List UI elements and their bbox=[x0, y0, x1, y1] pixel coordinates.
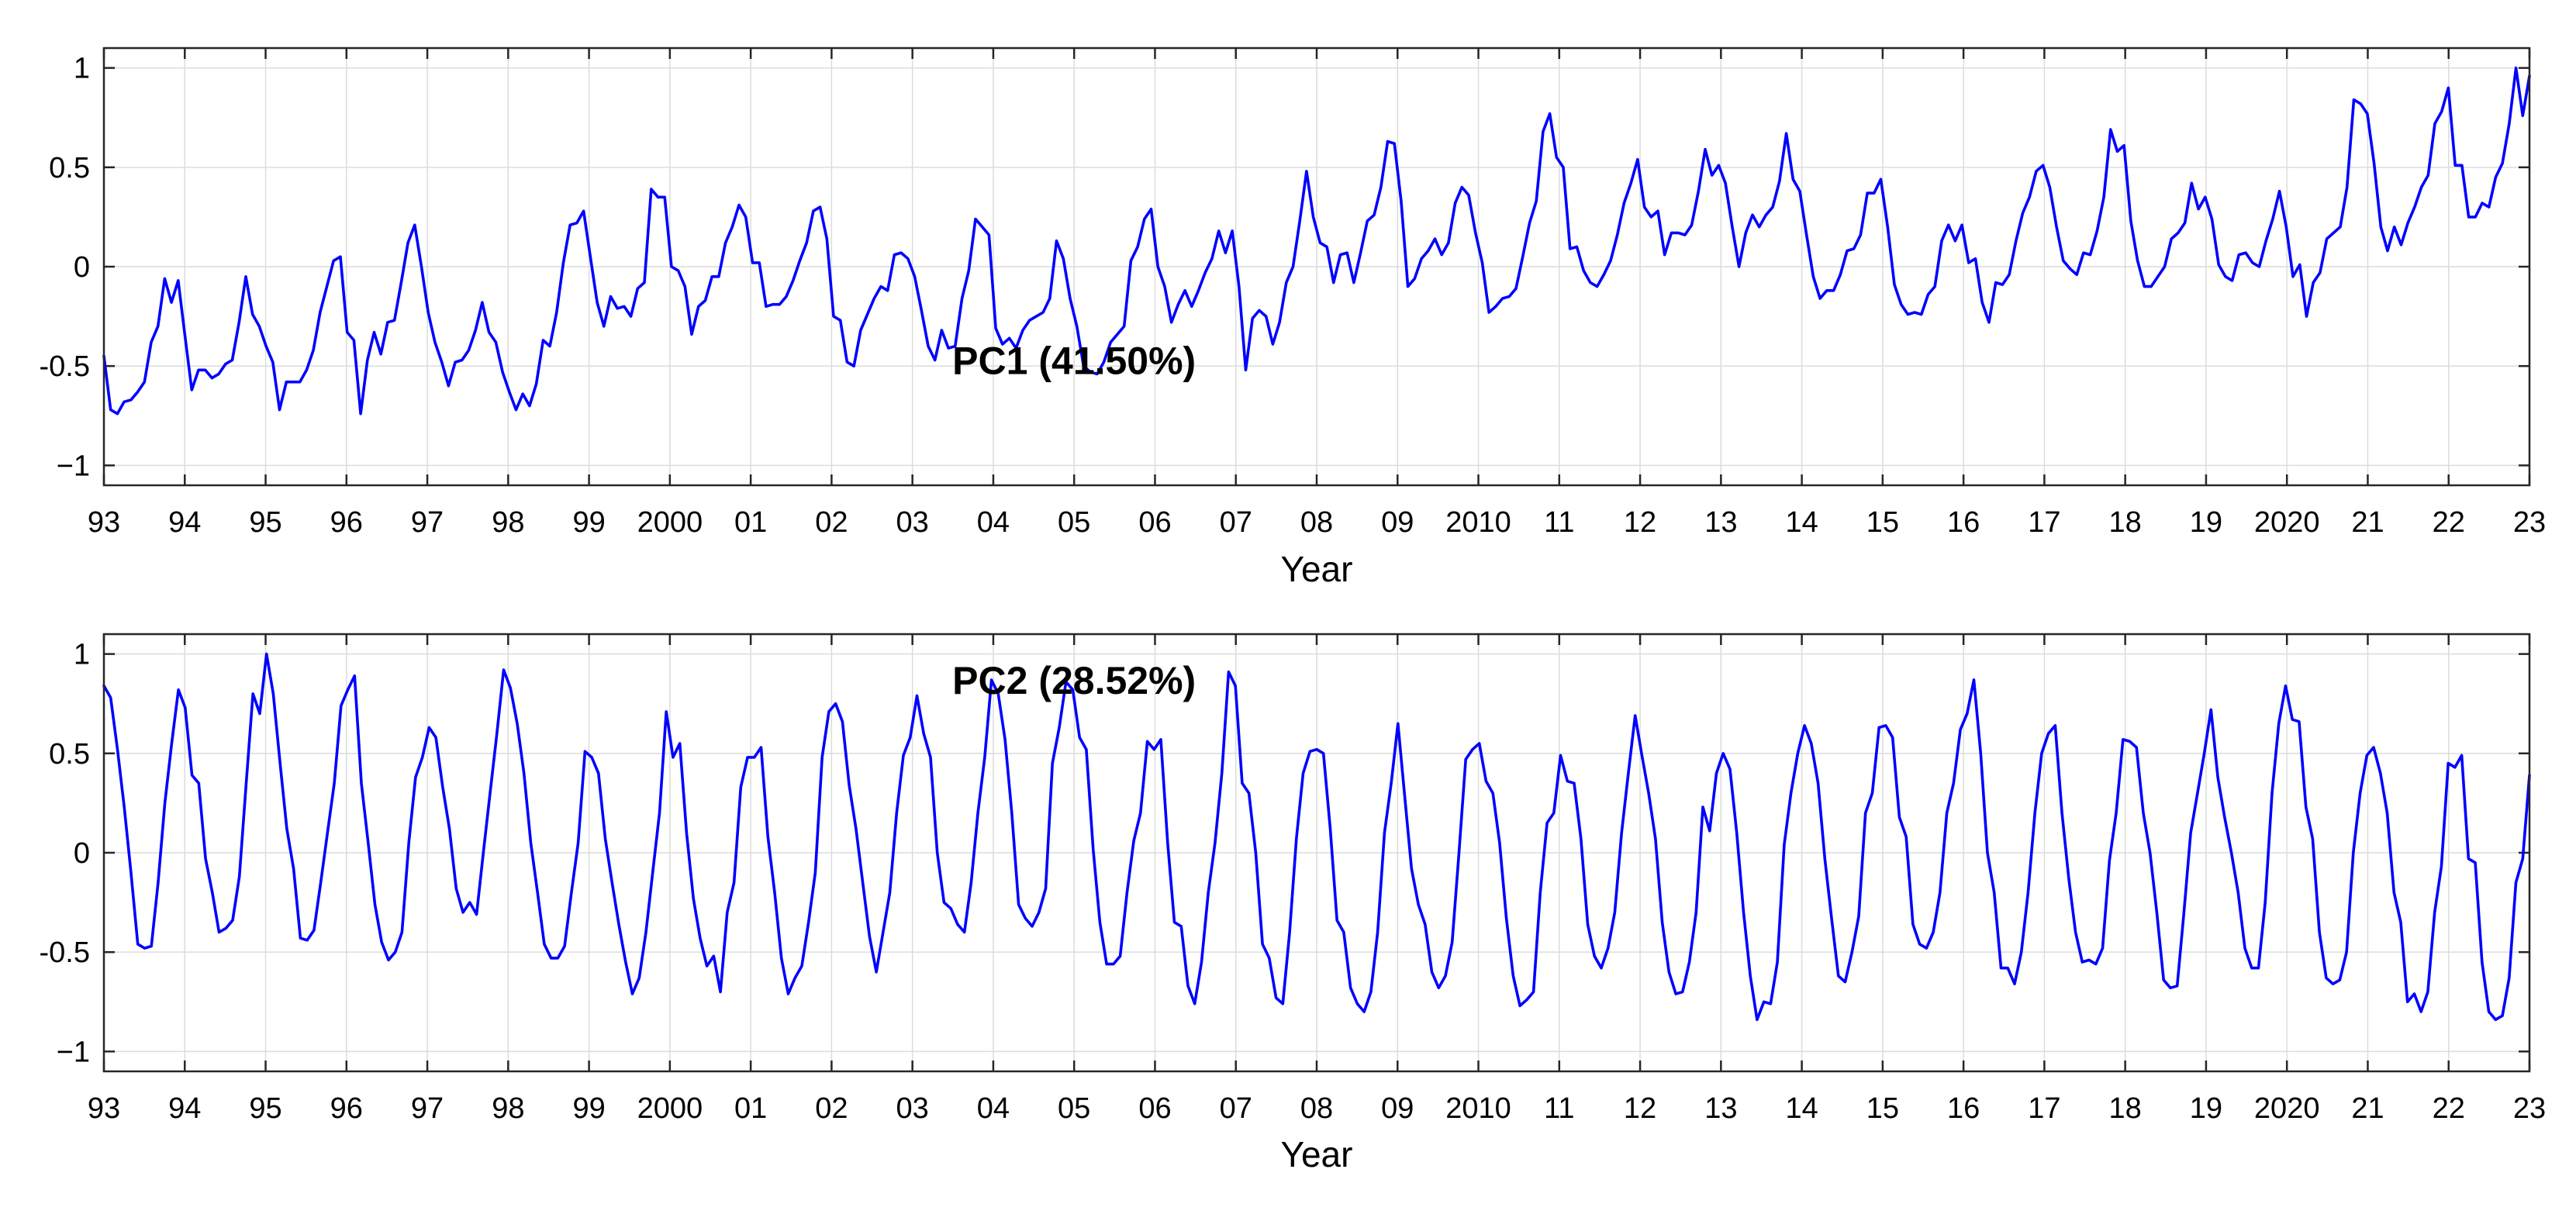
pc1-x-tick-label: 97 bbox=[411, 506, 444, 539]
pc1-x-tick-label: 96 bbox=[330, 506, 363, 539]
pc1-x-tick-label: 11 bbox=[1544, 506, 1574, 539]
pc1-x-tick-label: 19 bbox=[2190, 506, 2222, 539]
pc1-x-tick-label: 21 bbox=[2351, 506, 2384, 539]
pc2-annotation: PC2 (28.52%) bbox=[952, 659, 1196, 702]
pc2-x-tick-label: 93 bbox=[88, 1092, 120, 1125]
pc1-x-tick-label: 04 bbox=[977, 506, 1010, 539]
pc2-y-tick-label: 0 bbox=[74, 837, 90, 870]
pc2-x-tick-label: 15 bbox=[1866, 1092, 1899, 1125]
pc2-x-tick-label: 98 bbox=[492, 1092, 524, 1125]
pc2-x-axis-label: Year bbox=[1281, 1134, 1353, 1174]
pc2-series-layer bbox=[102, 652, 2531, 1022]
pc1-x-tick-label: 06 bbox=[1138, 506, 1171, 539]
pc2-y-tick-label: −1 bbox=[57, 1036, 90, 1068]
pc2-x-tick-label: 12 bbox=[1624, 1092, 1656, 1125]
pc2-x-tick-label: 96 bbox=[330, 1092, 363, 1125]
pc1-x-tick-label: 05 bbox=[1058, 506, 1090, 539]
pc2-x-tick-label: 97 bbox=[411, 1092, 444, 1125]
pc1-x-tick-label: 22 bbox=[2433, 506, 2465, 539]
pc2-series-line bbox=[102, 652, 2531, 1022]
pc1-x-tick-label: 08 bbox=[1300, 506, 1333, 539]
pc2-x-tick-label: 2010 bbox=[1445, 1092, 1511, 1125]
pc1-x-tick-label: 09 bbox=[1381, 506, 1414, 539]
pc2-y-tick-label: -0.5 bbox=[40, 936, 90, 969]
pc2-y-tick-label: 0.5 bbox=[49, 738, 90, 771]
pc2-x-tick-label: 14 bbox=[1785, 1092, 1818, 1125]
pc2-x-tick-label: 19 bbox=[2190, 1092, 2222, 1125]
pc1-y-tick-label: -0.5 bbox=[40, 350, 90, 383]
pc2-x-tick-label: 95 bbox=[249, 1092, 281, 1125]
pc2-x-tick-label: 13 bbox=[1704, 1092, 1737, 1125]
pc2-x-tick-label: 08 bbox=[1300, 1092, 1333, 1125]
pc2-x-tick-label: 03 bbox=[896, 1092, 929, 1125]
pc1-x-tick-label: 14 bbox=[1785, 506, 1818, 539]
pc2-x-tick-label: 18 bbox=[2109, 1092, 2142, 1125]
pc1-y-tick-label: 0 bbox=[74, 251, 90, 284]
pc2-axes-box bbox=[102, 633, 2531, 1073]
pc1-annotation: PC1 (41.50%) bbox=[952, 339, 1196, 382]
pc2-x-tick-label: 22 bbox=[2433, 1092, 2465, 1125]
pc2-x-tick-label: 23 bbox=[2513, 1092, 2546, 1125]
pc2-x-tick-label: 16 bbox=[1947, 1092, 1980, 1125]
pc1-panel: 93 94 95 96 97 98 99 2000 01 02 03 04 05 06 07 08 09 2010… bbox=[40, 47, 2546, 589]
pc1-y-tick-label: 0.5 bbox=[49, 152, 90, 185]
pc1-x-tick-label: 02 bbox=[815, 506, 848, 539]
pc2-x-tick-label: 21 bbox=[2351, 1092, 2384, 1125]
pc1-x-tick-label: 2010 bbox=[1445, 506, 1511, 539]
pc1-x-tick-label: 13 bbox=[1704, 506, 1737, 539]
pc1-x-tick-label: 93 bbox=[88, 506, 120, 539]
pc2-x-tick-label: 09 bbox=[1381, 1092, 1414, 1125]
pc1-x-tick-label: 18 bbox=[2109, 506, 2142, 539]
pc1-x-tick-label: 98 bbox=[492, 506, 524, 539]
pc2-x-tick-label: 94 bbox=[168, 1092, 201, 1125]
pc2-x-tick-label: 01 bbox=[734, 1092, 767, 1125]
pc2-y-tick-label: 1 bbox=[74, 639, 90, 671]
pc1-x-tick-label: 03 bbox=[896, 506, 929, 539]
pc1-y-tick-label: −1 bbox=[57, 450, 90, 482]
pc2-x-tick-label: 07 bbox=[1220, 1092, 1252, 1125]
pc1-x-tick-label: 12 bbox=[1624, 506, 1656, 539]
pc1-ticks: 93 94 95 96 97 98 99 2000 01 02 03 04 05 06 07 08 09 2010… bbox=[40, 48, 2546, 539]
pc1-x-tick-label: 94 bbox=[168, 506, 201, 539]
pc2-grid bbox=[103, 634, 2530, 1071]
pc1-series-line bbox=[102, 66, 2531, 416]
pc2-x-tick-label: 04 bbox=[977, 1092, 1010, 1125]
pc1-axes-box bbox=[102, 47, 2531, 487]
pc2-panel: 93 94 95 96 97 98 99 2000 01 02 03 04 05 06 07 08 09 2010… bbox=[40, 633, 2546, 1174]
pc2-x-tick-label: 11 bbox=[1544, 1092, 1574, 1125]
pc2-x-tick-label: 06 bbox=[1138, 1092, 1171, 1125]
pc1-grid bbox=[103, 48, 2530, 485]
pc1-x-tick-label: 2020 bbox=[2254, 506, 2320, 539]
pc1-y-tick-label: 1 bbox=[74, 53, 90, 85]
pc1-series-layer bbox=[102, 66, 2531, 416]
pc2-x-tick-label: 2000 bbox=[637, 1092, 703, 1125]
pc1-x-tick-label: 07 bbox=[1220, 506, 1252, 539]
pc1-x-tick-label: 95 bbox=[249, 506, 281, 539]
pc2-x-tick-label: 05 bbox=[1058, 1092, 1090, 1125]
pc2-x-tick-label: 2020 bbox=[2254, 1092, 2320, 1125]
pc2-x-tick-label: 02 bbox=[815, 1092, 848, 1125]
pc1-x-tick-label: 23 bbox=[2513, 506, 2546, 539]
pc1-x-tick-label: 2000 bbox=[637, 506, 703, 539]
pc1-x-tick-label: 15 bbox=[1866, 506, 1899, 539]
pc1-x-axis-label: Year bbox=[1281, 549, 1353, 589]
pc1-x-tick-label: 99 bbox=[572, 506, 605, 539]
pc2-x-tick-label: 99 bbox=[572, 1092, 605, 1125]
pc1-x-tick-label: 17 bbox=[2028, 506, 2060, 539]
pc1-x-tick-label: 01 bbox=[734, 506, 767, 539]
pc1-x-tick-label: 16 bbox=[1947, 506, 1980, 539]
pc2-x-tick-label: 17 bbox=[2028, 1092, 2060, 1125]
